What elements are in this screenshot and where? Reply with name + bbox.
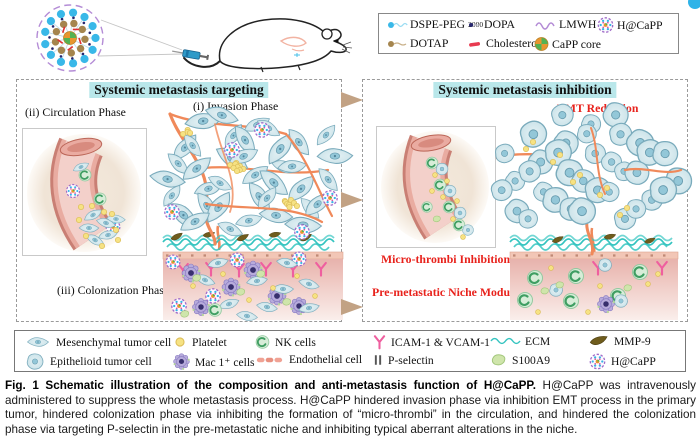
dotap-icon	[388, 40, 407, 47]
legend-item-dotap: DOTAP	[387, 36, 448, 51]
mesenchymal-tumor-cell-icon	[27, 337, 49, 347]
legend-item-hcapp: H@CaPP	[589, 353, 656, 370]
circulation-phase-label: (ii) Circulation Phase	[25, 105, 126, 119]
endothelial-cell-icon	[256, 357, 283, 362]
mac1-cell-icon	[173, 353, 191, 371]
legend-item-capp-core: CaPP core	[534, 36, 601, 52]
icam-vcam-icon	[373, 335, 386, 350]
nanoparticle-icon	[36, 4, 104, 72]
corner-dot	[688, 0, 700, 9]
epithelioid-tumor-cell-icon	[26, 353, 44, 370]
left-panel-title: Systemic metastasis targeting	[89, 82, 269, 98]
panel-transition-arrows	[341, 92, 363, 315]
mouse-icon	[183, 18, 353, 73]
figure-caption: Fig. 1 Schematic illustration of the com…	[5, 379, 696, 437]
circulation-vessel-illustration	[27, 134, 141, 252]
legend-item-pselectin: P-selectin	[373, 353, 434, 367]
legend-item-mmp9: MMP-9	[589, 334, 651, 348]
legend-item-mesenchymal: Mesenchymal tumor cell	[25, 334, 171, 350]
legend-item-ecm: ECM	[490, 334, 550, 348]
ecm-icon	[490, 337, 521, 345]
s100a9-icon	[491, 354, 506, 366]
hcapp-icon	[597, 17, 614, 33]
legend-item-nk: NK cells	[255, 334, 316, 350]
niche-modulation-label: Pre-metastatic Niche Modulation	[372, 285, 539, 299]
nk-cell-icon	[255, 334, 270, 350]
lmwh-icon	[535, 21, 555, 30]
legend-item-endothelial: Endothelial cell	[255, 353, 362, 366]
legend-item-hcapp: H@CaPP	[597, 17, 663, 33]
colonization-illustration	[162, 225, 344, 323]
legend-item-cholesterol: Cholesterol	[467, 36, 540, 51]
arrow-right-icon	[341, 92, 363, 108]
hcapp-icon	[589, 353, 606, 370]
caption-bold: Fig. 1 Schematic illustration of the com…	[5, 379, 536, 392]
circulation-illustration-box	[22, 128, 147, 256]
dopa-icon	[469, 22, 479, 27]
legend-item-platelet: Platelet	[173, 334, 227, 350]
arrow-right-icon	[341, 299, 363, 315]
right-panel-title: Systemic metastasis inhibition	[433, 82, 617, 98]
invasion-tumor-illustration	[148, 102, 354, 246]
legend-item-icam: ICAM-1 & VCAM-1	[373, 334, 490, 350]
symbol-legend: Mesenchymal tumor cell Platelet NK cells…	[14, 330, 686, 372]
arrow-right-icon	[341, 192, 363, 208]
top-illustration	[36, 4, 353, 73]
inhibited-vessel-illustration	[381, 131, 489, 243]
capp-core-icon	[534, 37, 549, 51]
mmp9-icon	[589, 336, 608, 346]
legend-item-epithelioid: Epithelioid tumor cell	[25, 353, 152, 370]
microthrombi-illustration-box	[376, 126, 496, 248]
caption-text: H@CaPP was intravenously administered to…	[5, 379, 696, 436]
cholesterol-icon	[469, 41, 481, 47]
niche-tissue	[510, 259, 678, 320]
legend-item-lmwh: LMWH	[534, 17, 596, 32]
p-selectin-icon	[374, 354, 382, 366]
platelet-icon	[175, 337, 185, 347]
nanoparticle-legend: DSPE-PEG 2000 DOPA LMWH H@CaPP DOTAP Chol…	[378, 13, 679, 54]
premetastatic-niche-illustration	[509, 227, 679, 320]
legend-item-s100a9: S100A9	[491, 353, 550, 367]
microthrombi-label: Micro-thrombi Inhibition	[381, 252, 511, 266]
legend-item-mac1: Mac 1⁺ cells	[173, 353, 255, 371]
colonization-phase-label: (iii) Colonization Phase	[57, 283, 170, 297]
syringe-icon	[172, 49, 210, 60]
inhibited-tumor-illustration	[487, 99, 694, 256]
legend-item-dopa: DOPA	[467, 17, 515, 32]
dspe-peg-icon	[388, 21, 408, 28]
